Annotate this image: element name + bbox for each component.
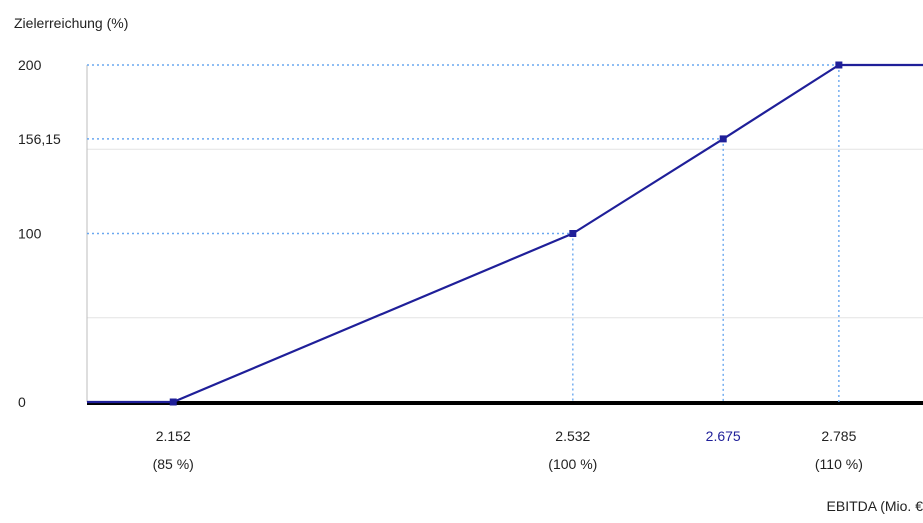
x-tick-label-2: 2.675: [706, 428, 741, 444]
x-tick-sublabel-3: (110 %): [815, 456, 863, 472]
x-tick-label-1: 2.532: [555, 428, 590, 444]
guide-lines: [87, 64, 840, 402]
y-tick-label-3: 200: [18, 57, 42, 73]
series-marker-0: [169, 398, 177, 406]
gridlines: [86, 65, 923, 405]
x-tick-sublabel-0: (85 %): [153, 456, 194, 472]
series-group: [87, 61, 923, 406]
x-axis-ticks: 2.152 (85 %) 2.532 (100 %) 2.675 2.785 (110 %): [153, 428, 863, 472]
series-marker-3: [835, 61, 843, 69]
y-tick-label-1: 100: [18, 226, 42, 242]
y-axis-title: Zielerreichung (%): [14, 15, 128, 31]
x-tick-label-3: 2.785: [821, 428, 856, 444]
y-tick-label-0: 0: [18, 394, 26, 410]
x-tick-label-0: 2.152: [156, 428, 191, 444]
series-line-0: [87, 63, 923, 404]
series-marker-1: [569, 230, 577, 237]
y-tick-label-2: 156,15: [18, 131, 61, 147]
x-tick-sublabel-1: (100 %): [548, 456, 597, 472]
series-marker-2: [719, 135, 727, 143]
y-axis-ticks: 0 100 156,15 200: [18, 57, 61, 410]
x-axis-title: EBITDA (Mio. €: [827, 498, 923, 514]
